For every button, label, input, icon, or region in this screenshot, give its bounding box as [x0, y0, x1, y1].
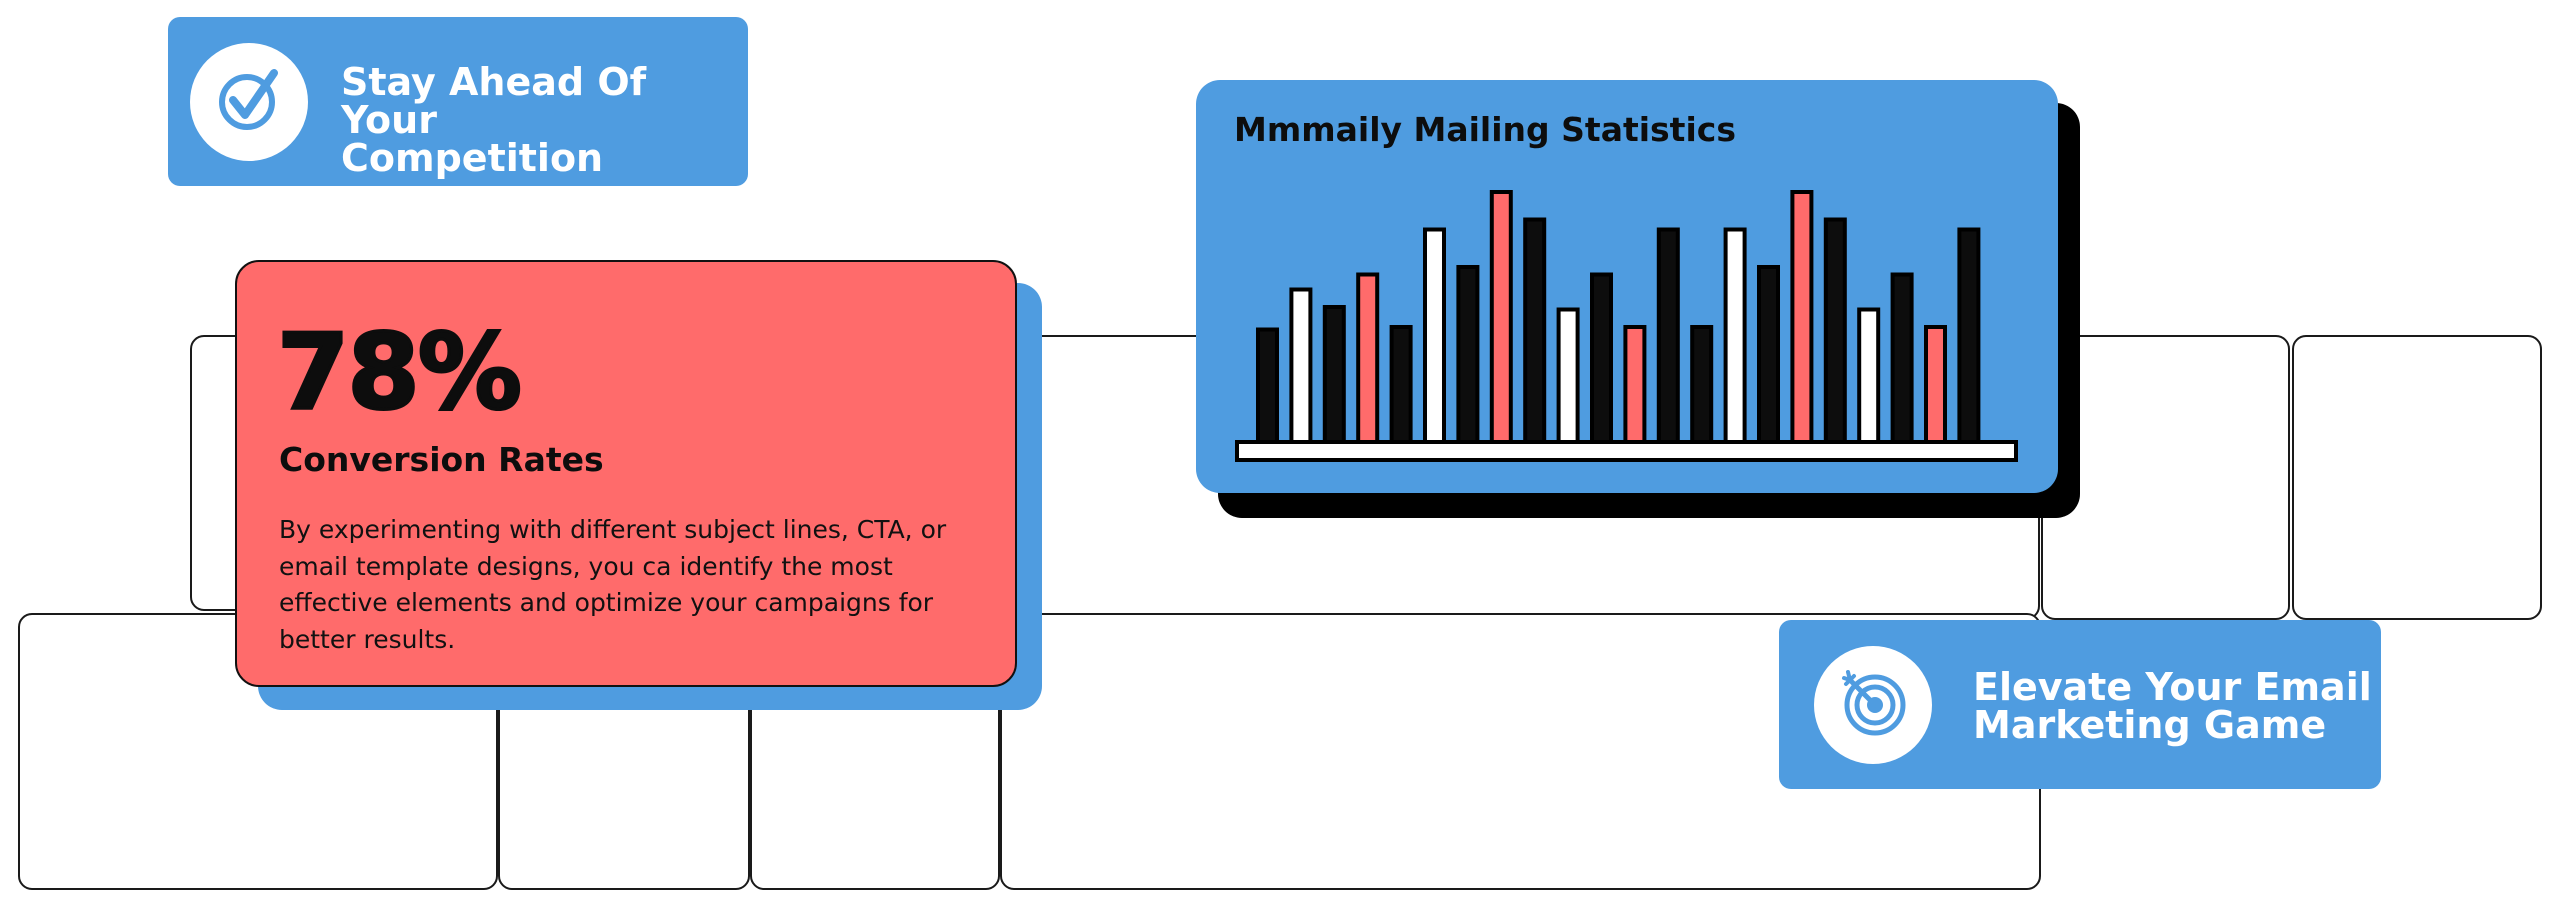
elevate-icon-circle [1814, 646, 1932, 764]
elevate-text: Elevate Your Email Marketing Game [1973, 668, 2372, 744]
chart-bar [1525, 220, 1544, 443]
chart-bar [1392, 327, 1411, 442]
chart-bar [1893, 275, 1912, 443]
checkmark-icon [214, 65, 284, 139]
chart-bar [1792, 192, 1811, 442]
elevate-badge: Elevate Your Email Marketing Game [1779, 620, 2381, 789]
chart-bar [1726, 230, 1745, 443]
competition-badge: Stay Ahead Of Your Competition [168, 17, 748, 186]
chart-plot [1196, 80, 2058, 493]
competition-line-1: Stay Ahead Of Your [341, 63, 748, 139]
chart-bar [1659, 230, 1678, 443]
conversion-card: 78% Conversion Rates By experimenting wi… [235, 260, 1017, 687]
chart-bar [1759, 267, 1778, 442]
conversion-percent: 78% [277, 320, 520, 424]
chart-bar [1559, 310, 1578, 443]
target-icon [1838, 668, 1908, 742]
chart-bar [1959, 230, 1978, 443]
chart-bar [1592, 275, 1611, 443]
chart-bar [1625, 327, 1644, 442]
competition-text: Stay Ahead Of Your Competition [341, 63, 748, 177]
chart-bar [1425, 230, 1444, 443]
chart-bar [1492, 192, 1511, 442]
chart-bar [1692, 327, 1711, 442]
chart-bar [1358, 275, 1377, 443]
grid-cell [2292, 335, 2542, 620]
competition-icon-circle [190, 43, 308, 161]
competition-line-2: Competition [341, 139, 748, 177]
elevate-line-2: Marketing Game [1973, 706, 2372, 744]
chart-bar [1258, 330, 1277, 443]
chart-bar [1291, 290, 1310, 443]
chart-card: Mmmaily Mailing Statistics [1196, 80, 2058, 493]
elevate-line-1: Elevate Your Email [1973, 668, 2372, 706]
chart-bar [1458, 267, 1477, 442]
chart-bar [1926, 327, 1945, 442]
conversion-body: By experimenting with different subject … [279, 512, 979, 658]
chart-baseline [1237, 442, 2016, 460]
conversion-heading: Conversion Rates [279, 440, 604, 480]
chart-bar [1325, 307, 1344, 442]
chart-bar [1859, 310, 1878, 443]
chart-bar [1826, 220, 1845, 443]
